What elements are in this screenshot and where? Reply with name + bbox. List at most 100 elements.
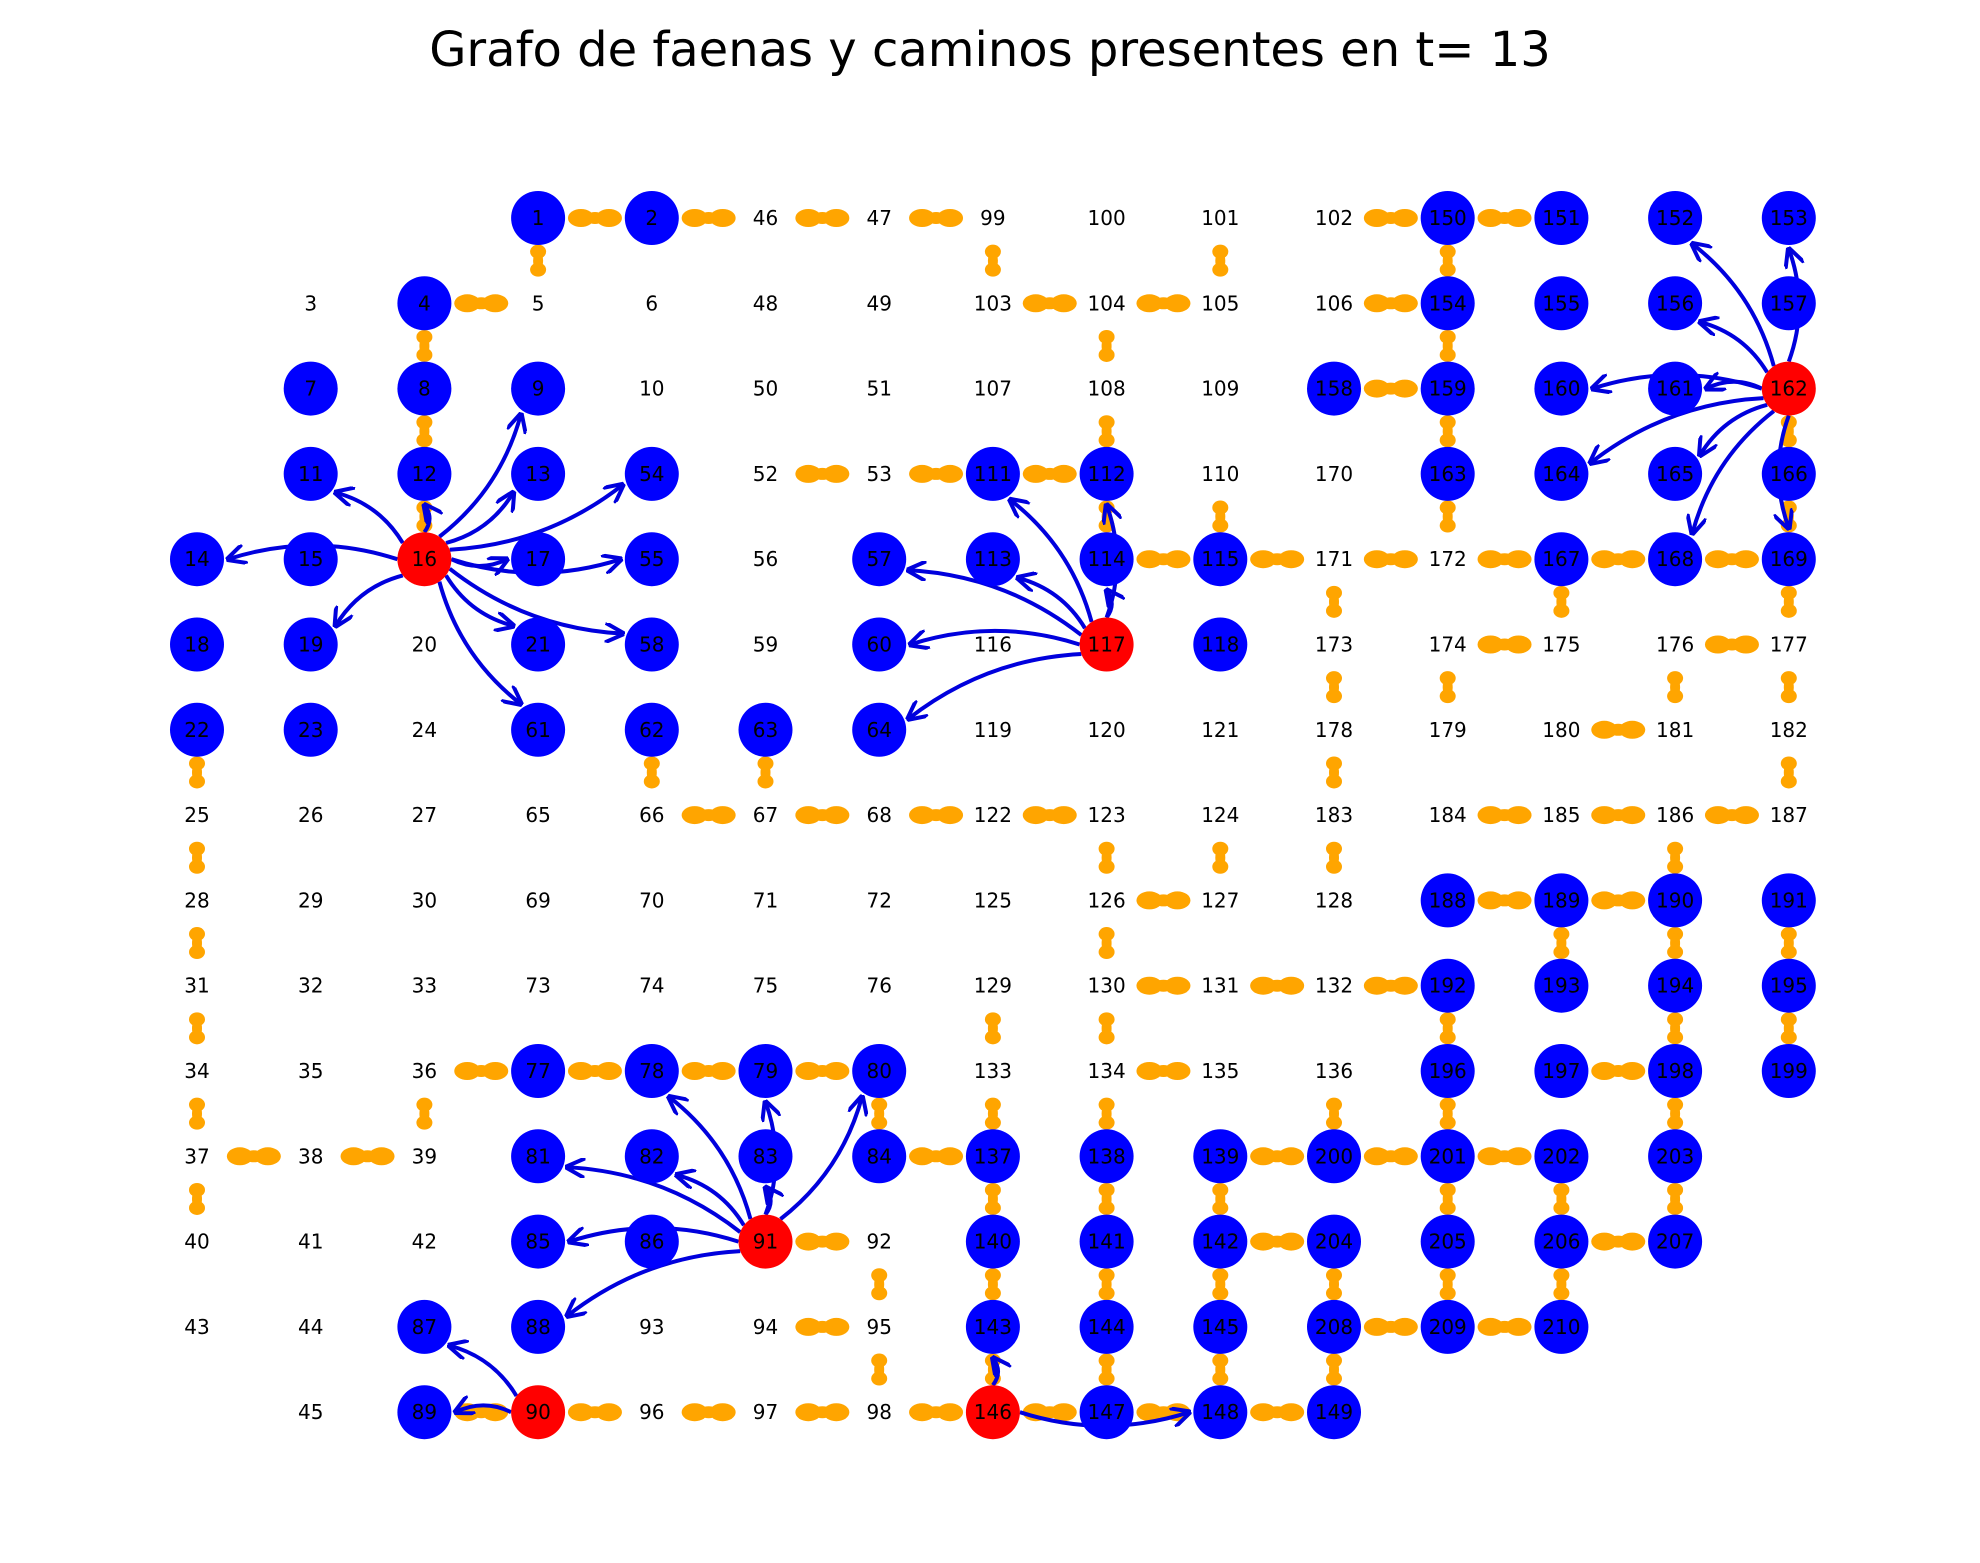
node-82: 82 (624, 1129, 679, 1184)
node-label-4: 4 (418, 291, 431, 315)
arc-16-61 (437, 581, 521, 704)
node-102: 102 (1315, 206, 1353, 230)
road-180-181 (1591, 720, 1646, 739)
road-79-80 (795, 1062, 850, 1080)
node-93: 93 (639, 1315, 664, 1339)
node-label-165: 165 (1656, 462, 1694, 486)
faena-circle-203 (1648, 1129, 1703, 1184)
arc-91-88 (567, 1249, 741, 1316)
node-label-152: 152 (1656, 206, 1694, 230)
node-108: 108 (1088, 377, 1126, 401)
node-184: 184 (1429, 803, 1467, 827)
node-label-8: 8 (418, 377, 431, 401)
node-label-41: 41 (298, 1230, 323, 1254)
faena-circle-165 (1648, 446, 1703, 501)
node-1: 1 (511, 191, 566, 245)
node-label-210: 210 (1542, 1315, 1580, 1339)
node-label-16: 16 (412, 547, 437, 571)
road-203-207 (1667, 1182, 1684, 1215)
node-53: 53 (866, 462, 891, 486)
node-label-176: 176 (1656, 633, 1694, 657)
node-label-107: 107 (974, 377, 1012, 401)
road-95-98 (871, 1353, 888, 1386)
arc-117-111 (1010, 500, 1094, 623)
faena-circle-81 (511, 1129, 566, 1184)
faena-circle-23 (283, 702, 338, 757)
node-label-181: 181 (1656, 718, 1694, 742)
faena-circle-194 (1648, 958, 1703, 1013)
road-145-148 (1212, 1353, 1229, 1386)
node-173: 173 (1315, 633, 1353, 657)
node-163: 163 (1420, 446, 1475, 501)
node-57: 57 (852, 532, 907, 587)
faena-circle-63 (738, 702, 793, 757)
road-201-205 (1439, 1182, 1456, 1215)
node-label-139: 139 (1201, 1144, 1239, 1168)
node-label-202: 202 (1542, 1144, 1580, 1168)
road-206-210 (1553, 1268, 1570, 1301)
node-label-1: 1 (532, 206, 545, 230)
node-167: 167 (1534, 532, 1589, 587)
road-4-5 (454, 294, 509, 313)
road-31-34 (189, 1012, 205, 1045)
node-label-116: 116 (974, 633, 1012, 657)
road-162-166 (1780, 415, 1797, 448)
node-label-59: 59 (753, 633, 778, 657)
faena-circle-4 (397, 276, 452, 331)
node-21: 21 (511, 617, 566, 672)
node-148: 148 (1193, 1385, 1248, 1440)
road-138-141 (1098, 1182, 1115, 1215)
node-79: 79 (738, 1044, 793, 1098)
road-190-194 (1667, 927, 1684, 960)
node-label-34: 34 (184, 1059, 209, 1083)
faena-circle-22 (170, 702, 224, 757)
road-183-128 (1326, 841, 1342, 874)
graph-title: Grafo de faenas y caminos presentes en t… (429, 22, 1551, 78)
road-122-123 (1022, 806, 1077, 825)
node-115: 115 (1193, 532, 1248, 587)
node-156: 156 (1648, 276, 1703, 331)
node-label-68: 68 (866, 803, 891, 827)
faena-circle-190 (1648, 873, 1703, 928)
node-label-164: 164 (1542, 462, 1580, 486)
road-104-108 (1098, 329, 1115, 362)
faena-circle-12 (397, 446, 452, 501)
node-133: 133 (974, 1059, 1012, 1083)
road-189-193 (1553, 927, 1570, 960)
faena-circle-160 (1534, 361, 1589, 416)
node-label-196: 196 (1429, 1059, 1467, 1083)
faena-circle-60 (852, 617, 907, 672)
faena-circle-79 (738, 1044, 793, 1098)
node-205: 205 (1420, 1214, 1475, 1269)
node-label-193: 193 (1542, 974, 1580, 998)
faena-circle-21 (511, 617, 566, 672)
node-label-128: 128 (1315, 888, 1353, 912)
road-172-167 (1477, 550, 1532, 569)
node-label-146: 146 (974, 1400, 1012, 1424)
road-37-40 (189, 1182, 205, 1215)
node-162: 162 (1761, 361, 1816, 416)
arc-146-143 (993, 1358, 998, 1387)
road-133-137 (984, 1097, 1001, 1130)
faena-circle-84 (852, 1129, 907, 1184)
node-210: 210 (1534, 1299, 1589, 1354)
faena-circle-159 (1420, 361, 1475, 416)
node-label-191: 191 (1770, 888, 1808, 912)
faena-circle-150 (1420, 191, 1475, 245)
arc-162-164 (1590, 396, 1764, 463)
node-113: 113 (965, 532, 1020, 587)
node-203: 203 (1648, 1129, 1703, 1184)
node-105: 105 (1201, 291, 1239, 315)
node-206: 206 (1534, 1214, 1589, 1269)
node-74: 74 (639, 974, 664, 998)
road-126-127 (1136, 891, 1191, 910)
node-29: 29 (298, 888, 323, 912)
road-106-154 (1363, 294, 1418, 313)
node-label-61: 61 (525, 718, 550, 742)
node-176: 176 (1656, 633, 1694, 657)
node-9: 9 (511, 361, 566, 416)
road-150-154 (1439, 244, 1456, 277)
node-165: 165 (1648, 446, 1703, 501)
faena-circle-201 (1420, 1129, 1475, 1184)
